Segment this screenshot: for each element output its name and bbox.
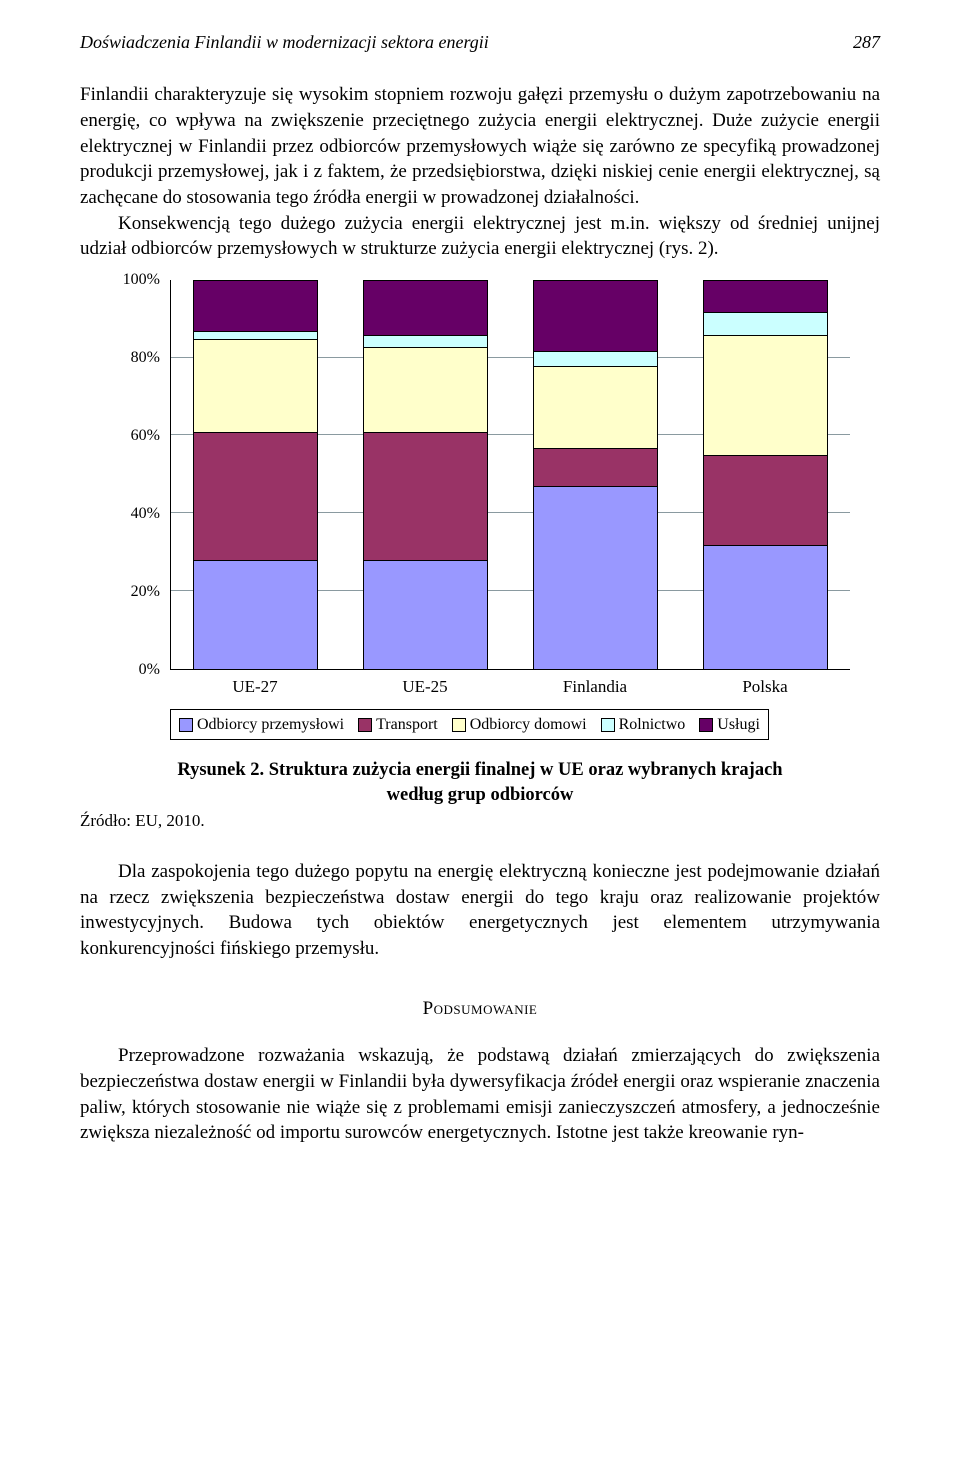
chart-x-label: UE-27 (193, 676, 318, 699)
page-header: Doświadczenia Finlandii w modernizacji s… (80, 30, 880, 54)
chart-bar-segment (534, 448, 657, 487)
chart-bar (193, 280, 318, 669)
chart-legend-label: Usługi (717, 714, 760, 736)
chart-legend-swatch (699, 718, 713, 732)
paragraph-2-text: Dla zaspokojenia tego dużego popytu na e… (80, 861, 880, 959)
header-title: Doświadczenia Finlandii w modernizacji s… (80, 30, 489, 54)
chart-bar (703, 280, 828, 669)
chart-legend-label: Odbiorcy przemysłowi (197, 714, 344, 736)
chart-x-label: Finlandia (533, 676, 658, 699)
figure-source: Źródło: EU, 2010. (80, 810, 880, 833)
chart-y-axis: 0%20%40%60%80%100% (110, 280, 170, 670)
chart-legend-item: Usługi (699, 714, 760, 736)
chart-x-label: UE-25 (363, 676, 488, 699)
chart-legend-label: Rolnictwo (619, 714, 686, 736)
chart-legend-item: Odbiorcy domowi (452, 714, 587, 736)
chart-bar-segment (534, 486, 657, 668)
chart-y-tick: 20% (131, 581, 160, 603)
figure-2-chart: 0%20%40%60%80%100% UE-27UE-25FinlandiaPo… (110, 280, 850, 741)
chart-bar-segment (704, 312, 827, 335)
chart-bar-segment (534, 281, 657, 351)
chart-bar-segment (194, 560, 317, 669)
chart-legend-swatch (179, 718, 193, 732)
figure-caption: Rysunek 2. Struktura zużycia energii fin… (80, 758, 880, 808)
chart-bar-segment (194, 339, 317, 432)
chart-legend-item: Odbiorcy przemysłowi (179, 714, 344, 736)
figure-caption-line1: Rysunek 2. Struktura zużycia energii fin… (177, 760, 782, 780)
chart-bar-segment (364, 335, 487, 347)
chart-y-tick: 40% (131, 503, 160, 525)
paragraph-2: Dla zaspokojenia tego dużego popytu na e… (80, 859, 880, 962)
chart-y-tick: 100% (123, 269, 160, 291)
chart-bar-segment (704, 455, 827, 544)
paragraph-1: Finlandii charakteryzuje się wysokim sto… (80, 82, 880, 261)
chart-bar-segment (704, 281, 827, 312)
chart-bar-segment (364, 281, 487, 335)
chart-legend-swatch (452, 718, 466, 732)
chart-bar-segment (364, 347, 487, 432)
chart-x-label: Polska (703, 676, 828, 699)
paragraph-3: Przeprowadzone rozważania wskazują, że p… (80, 1043, 880, 1146)
header-page-number: 287 (853, 30, 880, 54)
paragraph-1-text: Finlandii charakteryzuje się wysokim sto… (80, 84, 880, 208)
chart-bar (363, 280, 488, 669)
chart-plot-area (170, 280, 850, 670)
chart-bar-segment (364, 432, 487, 560)
chart-bar-segment (704, 335, 827, 455)
chart-legend: Odbiorcy przemysłowi Transport Odbiorcy do… (170, 709, 769, 741)
chart-y-tick: 80% (131, 347, 160, 369)
chart-bar-segment (194, 432, 317, 560)
chart-x-axis: UE-27 UE-25 Finlandia Polska (170, 670, 850, 709)
chart-bar (533, 280, 658, 669)
chart-bar-segment (194, 281, 317, 331)
chart-bar-segment (534, 351, 657, 367)
figure-caption-line2: według grup odbiorców (387, 785, 574, 805)
section-heading-podsumowanie: Podsumowanie (80, 996, 880, 1022)
paragraph-3-text: Przeprowadzone rozważania wskazują, że p… (80, 1045, 880, 1143)
chart-bar-segment (534, 366, 657, 447)
chart-bar-segment (364, 560, 487, 669)
chart-legend-item: Transport (358, 714, 438, 736)
chart-legend-label: Transport (376, 714, 438, 736)
chart-legend-item: Rolnictwo (601, 714, 686, 736)
paragraph-1b-text: Konsekwencją tego dużego zużycia energii… (80, 213, 880, 260)
chart-legend-label: Odbiorcy domowi (470, 714, 587, 736)
chart-y-tick: 60% (131, 425, 160, 447)
chart-legend-swatch (358, 718, 372, 732)
chart-y-tick: 0% (139, 659, 160, 681)
section-heading-text: Podsumowanie (423, 998, 538, 1019)
chart-legend-swatch (601, 718, 615, 732)
chart-bar-segment (194, 331, 317, 339)
chart-bar-segment (704, 545, 827, 669)
